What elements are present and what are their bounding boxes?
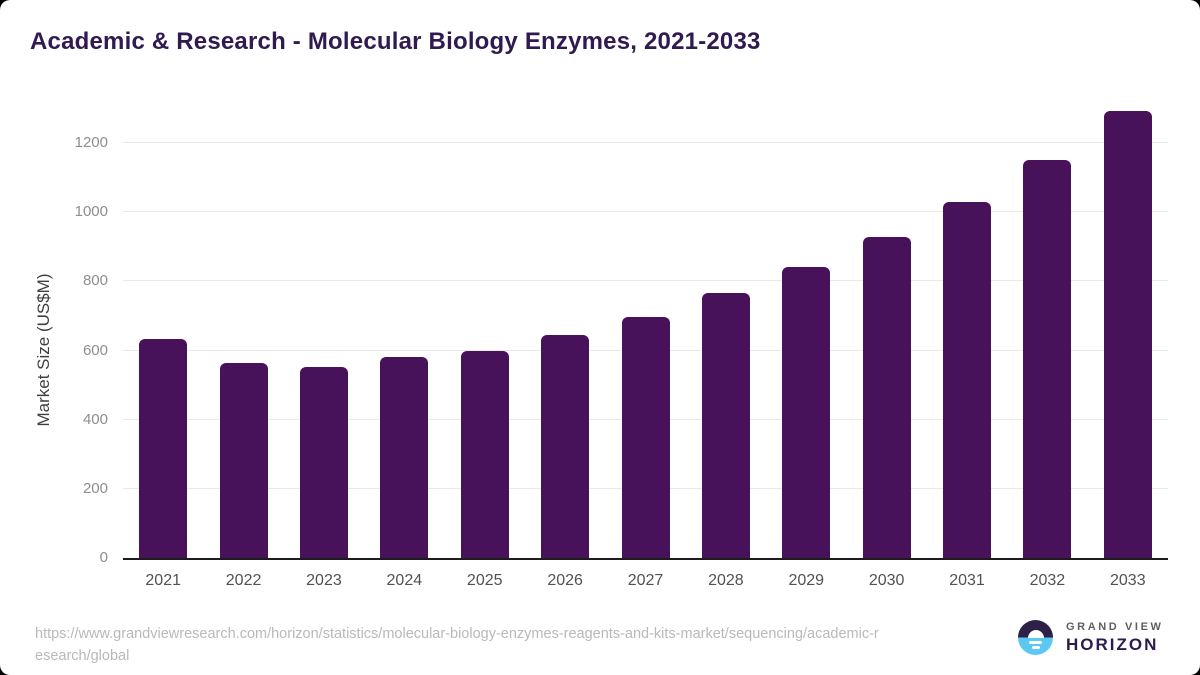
bar-2022[interactable] <box>219 363 268 558</box>
gridline-1200 <box>123 142 1168 143</box>
y-tick-label-1000: 1000 <box>74 203 108 221</box>
bar-2024[interactable] <box>380 357 429 558</box>
source-url: https://www.grandviewresearch.com/horizo… <box>35 623 965 667</box>
source-url-line-2: esearch/global <box>35 648 130 664</box>
bar-2033[interactable] <box>1103 111 1152 558</box>
x-tick-label-2028: 2028 <box>708 572 744 589</box>
x-tick-label-2027: 2027 <box>627 572 664 589</box>
chart-title: Academic & Research - Molecular Biology … <box>30 28 761 55</box>
bar-2021[interactable] <box>139 339 188 558</box>
x-tick-label-2024: 2024 <box>386 572 423 589</box>
gridline-800 <box>123 280 1168 282</box>
y-tick-label-800: 800 <box>82 272 108 290</box>
x-tick-label-2022: 2022 <box>225 572 262 589</box>
x-tick-label-2030: 2030 <box>868 572 905 589</box>
water-reflection-line-1 <box>1029 641 1042 644</box>
logo-wordmark: GRAND VIEW HORIZON <box>1066 621 1164 655</box>
x-tick-label-2032: 2032 <box>1029 572 1066 589</box>
bar-2031[interactable] <box>943 202 992 558</box>
x-tick-label-2029: 2029 <box>788 572 825 589</box>
bar-2032[interactable] <box>1023 160 1072 558</box>
gridline-1000 <box>123 211 1168 213</box>
logo-text-grand-view: GRAND VIEW <box>1066 620 1164 633</box>
x-tick-label-2023: 2023 <box>306 572 342 589</box>
bar-2027[interactable] <box>621 316 670 558</box>
y-tick-label-400: 400 <box>82 410 108 428</box>
horizon-sun-over-water-icon <box>1018 620 1053 655</box>
y-tick-label-600: 600 <box>82 341 108 359</box>
x-tick-label-2021: 2021 <box>145 572 181 589</box>
x-tick-label-2026: 2026 <box>547 572 583 589</box>
x-tick-label-2033: 2033 <box>1110 572 1146 589</box>
y-axis-tick-labels: 0 200 400 600 800 1000 1200 <box>0 100 108 566</box>
source-url-line-1: https://www.grandviewresearch.com/horizo… <box>35 626 879 642</box>
y-tick-label-1200: 1200 <box>74 134 108 151</box>
bar-2028[interactable] <box>701 293 750 558</box>
x-tick-label-2031: 2031 <box>949 572 985 589</box>
plot-area <box>123 100 1168 560</box>
x-axis-tick-labels: 2021 2022 2023 2024 2025 2026 2027 2028 2029 2030… <box>123 560 1168 594</box>
y-tick-label-0: 0 <box>99 549 108 566</box>
bar-2029[interactable] <box>782 267 831 558</box>
bar-2026[interactable] <box>541 334 590 558</box>
water-reflection-line-2 <box>1031 646 1040 649</box>
sun-dome-shape <box>1027 629 1044 638</box>
logo-text-horizon: HORIZON <box>1066 634 1159 654</box>
y-tick-label-200: 200 <box>82 479 108 497</box>
grand-view-horizon-logo[interactable]: GRAND VIEW HORIZON <box>1018 620 1164 655</box>
x-tick-label-2025: 2025 <box>466 572 503 589</box>
bar-2025[interactable] <box>460 351 509 558</box>
bar-2030[interactable] <box>862 237 911 558</box>
bar-2023[interactable] <box>299 367 348 558</box>
